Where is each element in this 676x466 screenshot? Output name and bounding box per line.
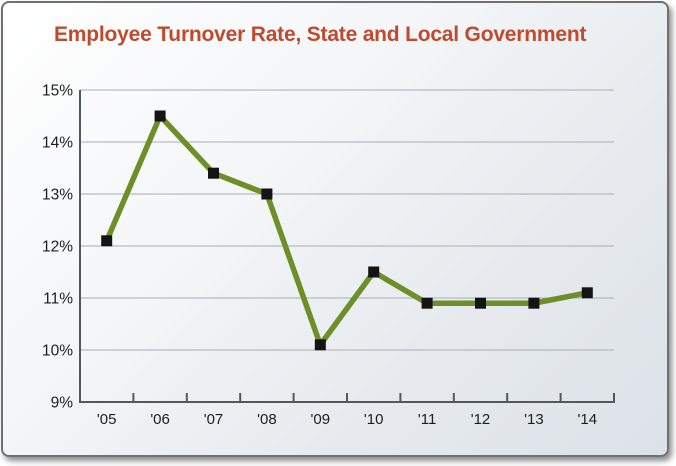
- y-tick-label: 10%: [42, 343, 73, 360]
- chart-card: Employee Turnover Rate, State and Local …: [1, 1, 669, 457]
- data-point-marker: [421, 297, 433, 309]
- y-tick-label: 14%: [42, 135, 73, 152]
- y-tick-label: 11%: [43, 291, 73, 308]
- x-tick-label: '07: [204, 411, 224, 428]
- data-point-marker: [314, 339, 326, 351]
- y-tick-label: 12%: [42, 239, 73, 256]
- line-chart: 9% 10% 11% 12% 13% 14% 15% '05 '06 '07 '08 '09 '10 '1…: [42, 83, 615, 428]
- x-tick-label: '11: [418, 411, 436, 428]
- chart-title: Employee Turnover Rate, State and Local …: [54, 23, 587, 46]
- y-tick-label: 15%: [42, 83, 73, 100]
- x-tick-label: '08: [257, 411, 277, 428]
- data-point-marker: [154, 110, 166, 122]
- x-tick-label: '09: [311, 411, 331, 428]
- data-point-marker: [101, 235, 113, 247]
- x-tick-label: '10: [364, 411, 384, 428]
- x-tick-label: '05: [97, 411, 117, 428]
- x-tick-label: '14: [578, 411, 598, 428]
- x-tick-label: '06: [150, 411, 170, 428]
- data-point-marker: [528, 297, 540, 309]
- data-point-marker: [208, 167, 219, 179]
- data-line: [104, 111, 588, 351]
- y-tick-label: 13%: [42, 187, 73, 204]
- y-tick-label: 9%: [51, 395, 74, 412]
- data-point-marker: [475, 297, 486, 309]
- data-point-marker: [368, 266, 380, 278]
- data-point-marker: [261, 188, 273, 200]
- x-tick-label: '12: [471, 411, 491, 428]
- data-point-marker: [581, 287, 593, 299]
- x-tick-label: '13: [524, 411, 544, 428]
